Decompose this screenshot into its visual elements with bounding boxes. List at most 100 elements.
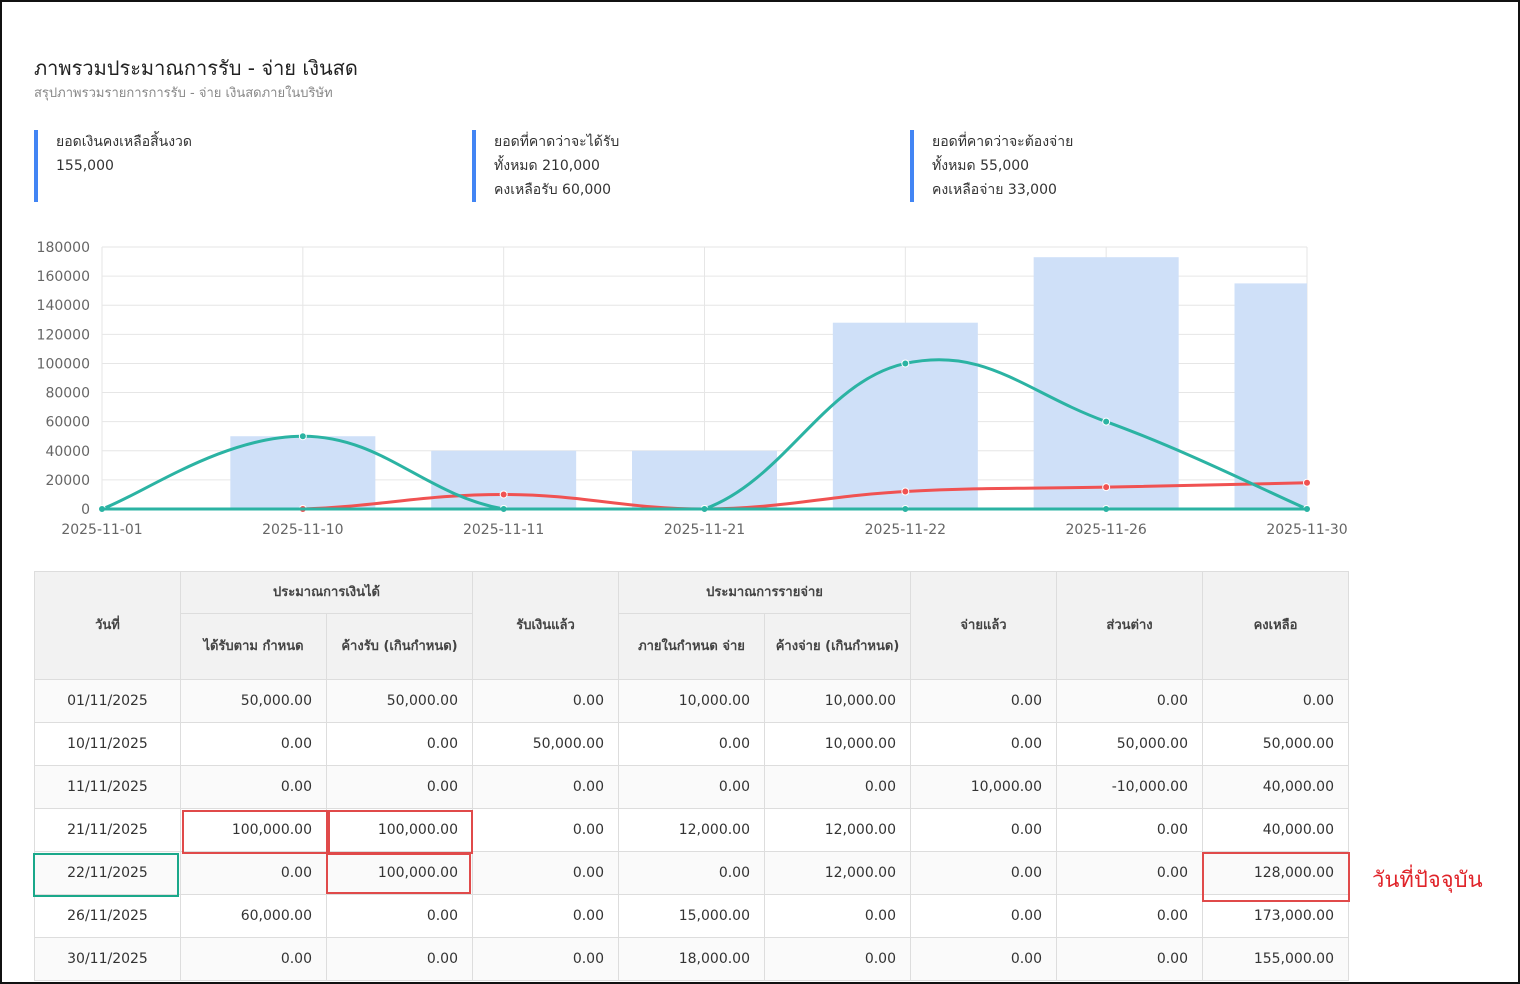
- y-tick-label: 120000: [37, 327, 90, 343]
- amount-cell: 0.00: [326, 937, 473, 981]
- card-label: ยอดเงินคงเหลือสิ้นงวด: [56, 134, 193, 150]
- amount-cell: 0.00: [1056, 894, 1203, 938]
- bar: [1033, 257, 1179, 509]
- col-income-group: ประมาณการเงินได้: [180, 571, 473, 614]
- cashflow-table: วันที่ ประมาณการเงินได้ รับเงินแล้ว ประม…: [34, 571, 1349, 981]
- page-title: ภาพรวมประมาณการรับ - จ่าย เงินสด: [34, 56, 358, 80]
- x-tick-label: 2025-11-10: [262, 522, 343, 538]
- y-tick-label: 0: [81, 502, 90, 518]
- cashflow-chart: 0 20000 40000 60000 80000 100000 120000 140000 1…: [37, 240, 1348, 538]
- amount-cell: 50,000.00: [472, 722, 619, 766]
- amount-cell: 0.00: [1056, 808, 1203, 852]
- amount-cell: 12,000.00: [764, 808, 911, 852]
- expense-point: [1102, 483, 1111, 492]
- col-date: วันที่: [34, 571, 181, 680]
- amount-cell: 0.00: [1056, 851, 1203, 895]
- amount-cell: 100,000.00: [326, 808, 473, 852]
- amount-cell: 10,000.00: [764, 679, 911, 723]
- amount-cell: 0.00: [1056, 679, 1203, 723]
- table-row: 01/11/2025 50,000.00 50,000.00 0.00 10,000.0…: [34, 679, 1349, 723]
- amount-cell: 0.00: [1202, 679, 1349, 723]
- amount-cell: 50,000.00: [180, 679, 327, 723]
- y-tick-label: 180000: [37, 240, 90, 256]
- amount-cell: 0.00: [910, 851, 1057, 895]
- expense-point: [499, 490, 508, 499]
- amount-cell: 0.00: [910, 679, 1057, 723]
- col-expense-overdue: ค้างจ่าย (เกินกำหนด): [764, 613, 911, 680]
- x-tick-label: 2025-11-22: [865, 522, 946, 538]
- amount-cell: 10,000.00: [764, 722, 911, 766]
- card-remaining: คงเหลือรับ 60,000: [494, 182, 612, 198]
- y-tick-label: 160000: [37, 269, 90, 285]
- amount-cell: 0.00: [910, 894, 1057, 938]
- amount-cell: 0.00: [180, 722, 327, 766]
- x-tick-label: 2025-11-30: [1266, 522, 1347, 538]
- amount-cell: 0.00: [618, 851, 765, 895]
- amount-cell: 0.00: [326, 765, 473, 809]
- card-value: 155,000: [56, 158, 114, 174]
- col-expense-group: ประมาณการรายจ่าย: [618, 571, 911, 614]
- current-date-highlight: [33, 853, 179, 897]
- bar: [431, 450, 577, 509]
- amount-cell: 50,000.00: [326, 679, 473, 723]
- col-diff: ส่วนต่าง: [1056, 571, 1203, 680]
- page-subtitle: สรุปภาพรวมรายการการรับ - จ่าย เงินสดภายใ…: [34, 86, 333, 101]
- amount-cell: 0.00: [1056, 937, 1203, 981]
- amount-cell: 0.00: [764, 765, 911, 809]
- bar: [230, 436, 376, 509]
- amount-cell: 15,000.00: [618, 894, 765, 938]
- table-row: 26/11/2025 60,000.00 0.00 0.00 15,000.00 0.00…: [34, 894, 1349, 938]
- amount-cell: 0.00: [472, 679, 619, 723]
- amount-cell: 10,000.00: [618, 679, 765, 723]
- amount-cell: 0.00: [618, 765, 765, 809]
- col-balance[interactable]: คงเหลือ: [1202, 571, 1349, 680]
- date-cell: 01/11/2025: [34, 679, 181, 723]
- date-cell: 21/11/2025: [34, 808, 181, 852]
- table-row: 30/11/2025 0.00 0.00 0.00 18,000.00 0.00 0.00 0…: [34, 937, 1349, 981]
- table-row: 11/11/2025 0.00 0.00 0.00 0.00 0.00 10,000.00-…: [34, 765, 1349, 809]
- bar: [832, 322, 978, 509]
- col-received: รับเงินแล้ว: [472, 571, 619, 680]
- date-cell: 30/11/2025: [34, 937, 181, 981]
- income-point: [901, 359, 910, 368]
- income-point: [1102, 417, 1111, 426]
- expected-expense-card: ยอดที่คาดว่าจะต้องจ่าย ทั้งหมด 55,000 คง…: [910, 130, 1073, 202]
- expense-point: [1303, 478, 1311, 487]
- col-income-due: ได้รับตาม กำหนด: [180, 613, 327, 680]
- amount-cell: 0.00: [764, 894, 911, 938]
- amount-cell: 0.00: [472, 765, 619, 809]
- amount-cell: 0.00: [472, 808, 619, 852]
- date-cell: 11/11/2025: [34, 765, 181, 809]
- ending-balance-card: ยอดเงินคงเหลือสิ้นงวด 155,000: [34, 130, 192, 202]
- col-paid: จ่ายแล้ว: [910, 571, 1057, 680]
- amount-cell: 40,000.00: [1202, 765, 1349, 809]
- highlight-box: [326, 853, 471, 894]
- highlight-box: [182, 810, 330, 854]
- x-tick-label: 2025-11-21: [664, 522, 745, 538]
- x-tick-label: 2025-11-26: [1065, 522, 1146, 538]
- y-tick-label: 80000: [45, 386, 90, 402]
- amount-cell: 0.00: [180, 937, 327, 981]
- current-date-annotation: วันที่ปัจจุบัน: [1372, 868, 1483, 893]
- amount-cell: 12,000.00: [764, 851, 911, 895]
- amount-cell: 0.00: [910, 808, 1057, 852]
- highlight-box: [326, 810, 473, 854]
- date-cell: 10/11/2025: [34, 722, 181, 766]
- amount-cell: 0.00: [472, 851, 619, 895]
- amount-cell: 0.00: [910, 722, 1057, 766]
- expected-income-card: ยอดที่คาดว่าจะได้รับ ทั้งหมด 210,000 คงเ…: [472, 130, 619, 202]
- y-tick-label: 140000: [37, 298, 90, 314]
- amount-cell: 155,000.00: [1202, 937, 1349, 981]
- card-label: ยอดที่คาดว่าจะได้รับ: [494, 134, 620, 150]
- card-remaining: คงเหลือจ่าย 33,000: [932, 182, 1057, 198]
- amount-cell: 100,000.00: [180, 808, 327, 852]
- expense-point: [901, 487, 910, 496]
- amount-cell: -10,000.00: [1056, 765, 1203, 809]
- amount-cell: 0.00: [326, 722, 473, 766]
- amount-cell: 0.00: [472, 894, 619, 938]
- amount-cell: 50,000.00: [1202, 722, 1349, 766]
- card-total: ทั้งหมด 210,000: [494, 158, 600, 174]
- col-income-overdue: ค้างรับ (เกินกำหนด): [326, 613, 473, 680]
- amount-cell: 10,000.00: [910, 765, 1057, 809]
- card-total: ทั้งหมด 55,000: [932, 158, 1030, 174]
